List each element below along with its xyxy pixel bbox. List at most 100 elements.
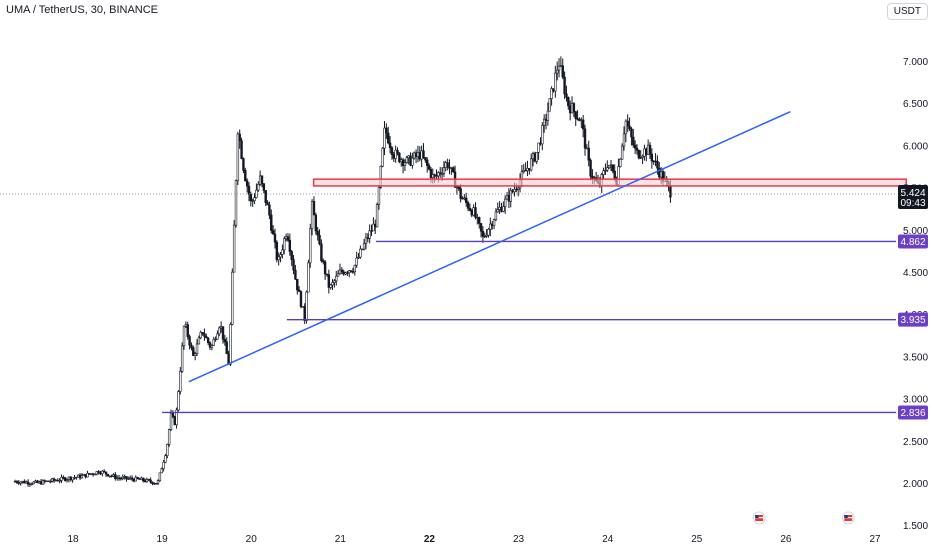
x-tick-label: 22 <box>424 534 436 545</box>
candle-body <box>570 103 574 114</box>
candle-body <box>554 72 557 92</box>
candle-body <box>257 184 260 191</box>
candle-body <box>80 475 84 479</box>
candle-body <box>322 260 325 263</box>
us-event-flag-icon[interactable] <box>752 511 766 525</box>
candle-body <box>372 223 375 232</box>
candle-body <box>307 262 310 293</box>
candle-body <box>589 159 592 177</box>
candle-body <box>409 155 412 166</box>
candle-body <box>574 111 577 119</box>
candle-body <box>509 190 512 202</box>
candle-body <box>312 201 316 216</box>
candle-body <box>593 177 596 179</box>
candle-body <box>361 248 364 251</box>
candle-body <box>526 168 529 172</box>
candle-body <box>219 326 223 329</box>
candle-body <box>381 147 384 167</box>
candle-body <box>76 474 80 478</box>
candle-body <box>349 270 353 272</box>
candle-body <box>262 183 266 191</box>
candle-body <box>567 96 570 107</box>
currency-button[interactable]: USDT <box>886 3 928 20</box>
candle-body <box>477 217 481 224</box>
candle-body <box>247 185 251 195</box>
candle-body <box>128 477 132 479</box>
chart-title: UMA / TetherUS, 30, BINANCE <box>6 4 159 16</box>
y-tick-label: 2.000 <box>903 479 928 490</box>
candle-body <box>620 145 624 160</box>
candle-body <box>158 472 162 481</box>
candle-body <box>13 481 17 483</box>
x-tick-label: 25 <box>691 534 703 545</box>
candle-body <box>659 171 663 178</box>
candle-body <box>628 125 631 130</box>
time-axis[interactable]: 18 19 20 21 22 23 24 25 26 27 <box>67 534 881 545</box>
candle-body <box>88 472 91 475</box>
y-tick-label: 2.500 <box>903 437 928 448</box>
candle-body <box>160 468 163 474</box>
candle-body <box>249 194 253 202</box>
candle-body <box>296 278 299 291</box>
candle-body <box>468 207 472 211</box>
candle-body <box>633 144 637 149</box>
candle-body <box>437 172 440 177</box>
candle-body <box>626 120 629 127</box>
candle-body <box>192 347 195 356</box>
us-flag-canton <box>755 515 759 518</box>
candle-body <box>54 479 58 482</box>
us-event-flag-icon[interactable] <box>841 511 855 525</box>
candle-body <box>108 475 111 477</box>
candle-body <box>537 142 540 153</box>
y-tick-label: 3.000 <box>903 395 928 406</box>
candle-body <box>396 149 399 154</box>
candle-body <box>297 289 301 292</box>
candle-body <box>427 165 431 170</box>
candle-body <box>630 128 633 138</box>
price-axis[interactable]: 7.0006.5006.0005.5005.0004.5004.0003.500… <box>903 57 928 532</box>
candle-body <box>442 167 446 174</box>
candle-body <box>348 270 351 274</box>
candle-body <box>273 233 277 243</box>
candle-body <box>583 128 587 149</box>
resistance-zone[interactable] <box>312 178 907 187</box>
candle-body <box>385 127 388 134</box>
candle-body <box>431 174 434 178</box>
candle-body <box>270 214 273 231</box>
candle-body <box>62 476 65 479</box>
candle-body <box>221 326 225 340</box>
candle-body <box>56 479 59 482</box>
candle-body <box>115 477 119 479</box>
candle-body <box>132 478 136 482</box>
candle-body <box>89 473 93 475</box>
candle-body <box>357 256 360 259</box>
candle-body <box>86 472 89 478</box>
candle-body <box>69 476 72 481</box>
level-price-tag-bg <box>898 312 928 327</box>
candle-body <box>416 152 420 157</box>
candles-layer <box>13 56 672 487</box>
candle-body <box>127 478 130 480</box>
candle-body <box>619 158 622 167</box>
candle-body <box>581 119 585 130</box>
candle-body <box>175 409 178 426</box>
candle-body <box>450 167 453 169</box>
candle-body <box>637 150 641 159</box>
x-tick-label: 23 <box>513 534 525 545</box>
drawings-layer <box>0 110 907 525</box>
candle-body <box>264 190 267 203</box>
candle-body <box>49 481 52 483</box>
candle-body <box>489 223 492 230</box>
candle-body <box>169 412 173 430</box>
candle-body <box>494 211 498 221</box>
trendline[interactable] <box>188 110 791 383</box>
candle-body <box>51 478 54 482</box>
candle-body <box>529 158 533 171</box>
candle-body <box>403 162 407 166</box>
candle-body <box>260 175 264 184</box>
candle-body <box>320 243 323 262</box>
candle-body <box>459 188 462 199</box>
